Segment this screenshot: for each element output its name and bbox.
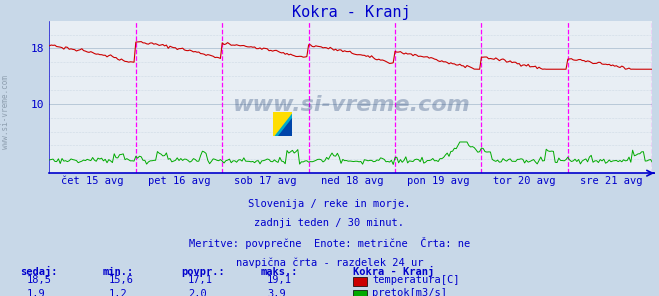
Text: 1,2: 1,2 [109, 289, 127, 296]
Text: 18,5: 18,5 [26, 275, 51, 285]
Text: zadnji teden / 30 minut.: zadnji teden / 30 minut. [254, 218, 405, 229]
Text: 15,6: 15,6 [109, 275, 134, 285]
Polygon shape [273, 112, 292, 136]
Text: Slovenija / reke in morje.: Slovenija / reke in morje. [248, 199, 411, 209]
Text: povpr.:: povpr.: [181, 267, 225, 277]
Text: 19,1: 19,1 [267, 275, 292, 285]
Title: Kokra - Kranj: Kokra - Kranj [291, 4, 411, 20]
Text: temperatura[C]: temperatura[C] [372, 275, 460, 285]
Text: min.:: min.: [102, 267, 133, 277]
Text: www.si-vreme.com: www.si-vreme.com [232, 94, 470, 115]
Text: Kokra - Kranj: Kokra - Kranj [353, 266, 434, 277]
Text: pretok[m3/s]: pretok[m3/s] [372, 288, 447, 296]
Polygon shape [273, 112, 292, 136]
Text: maks.:: maks.: [260, 267, 298, 277]
Text: sedaj:: sedaj: [20, 266, 57, 277]
Text: Meritve: povprečne  Enote: metrične  Črta: ne: Meritve: povprečne Enote: metrične Črta:… [189, 237, 470, 249]
Text: www.si-vreme.com: www.si-vreme.com [1, 75, 10, 149]
Text: 3,9: 3,9 [267, 289, 285, 296]
Text: 1,9: 1,9 [26, 289, 45, 296]
Text: 2,0: 2,0 [188, 289, 206, 296]
Text: navpična črta - razdelek 24 ur: navpična črta - razdelek 24 ur [236, 258, 423, 268]
Polygon shape [278, 118, 292, 136]
Text: 17,1: 17,1 [188, 275, 213, 285]
